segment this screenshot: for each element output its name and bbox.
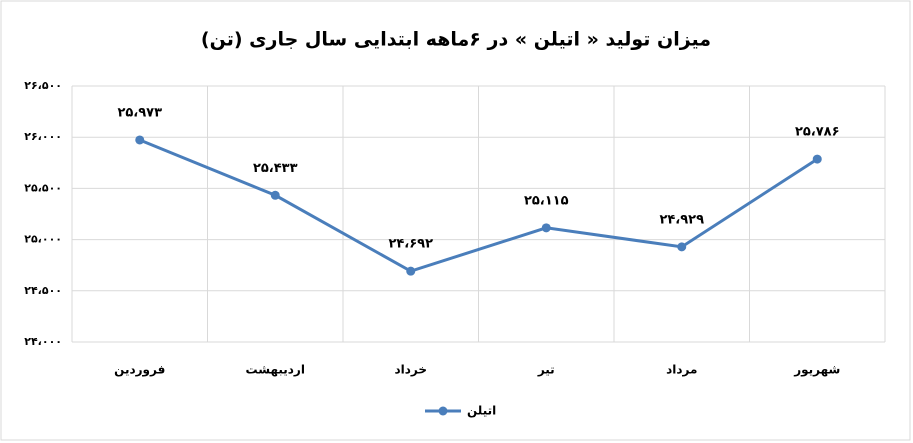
x-tick-label: اردیبهشت <box>246 363 305 377</box>
x-tick-label: خرداد <box>394 363 427 377</box>
data-point <box>270 190 280 200</box>
y-tick-label: ۲۴،۵۰۰ <box>24 284 62 297</box>
series-line <box>139 138 819 273</box>
data-label: ۲۴،۹۲۹ <box>659 212 704 227</box>
data-label: ۲۵،۹۷۳ <box>117 105 162 120</box>
data-point <box>135 135 145 145</box>
data-label: ۲۵،۴۳۳ <box>253 161 298 176</box>
y-tick-label: ۲۴،۰۰۰ <box>24 335 62 348</box>
data-label: ۲۴،۶۹۲ <box>388 237 433 252</box>
data-point <box>406 266 416 276</box>
data-label: ۲۵،۱۱۵ <box>524 193 569 208</box>
y-tick-label: ۲۶،۵۰۰ <box>24 79 62 92</box>
x-tick-label: مرداد <box>666 363 697 377</box>
data-point <box>541 223 551 233</box>
data-label: ۲۵،۷۸۶ <box>795 125 840 140</box>
chart-title: میزان تولید « اتیلن » در ۶ماهه ابتدایی س… <box>201 29 711 51</box>
x-tick-label: فروردین <box>114 363 165 378</box>
data-point <box>812 154 822 164</box>
legend-marker <box>438 406 448 416</box>
x-tick-label: تیر <box>537 363 555 377</box>
y-tick-label: ۲۵،۰۰۰ <box>24 233 62 246</box>
y-tick-label: ۲۶،۰۰۰ <box>24 130 62 143</box>
legend-label: اتیلن <box>467 404 496 418</box>
y-tick-label: ۲۵،۵۰۰ <box>24 181 62 194</box>
data-point <box>677 242 687 252</box>
x-tick-label: شهریور <box>793 363 840 378</box>
